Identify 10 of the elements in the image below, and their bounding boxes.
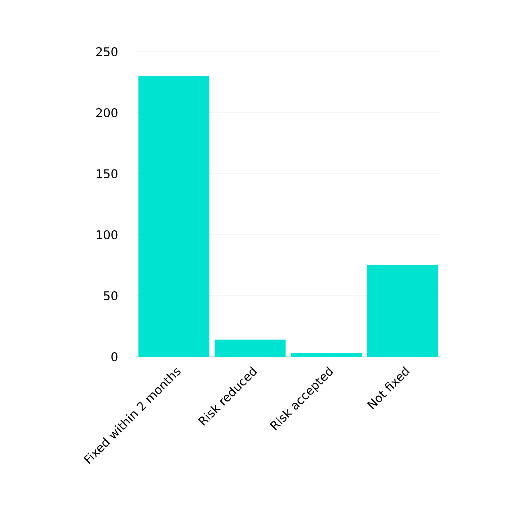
y-tick-label: 150 <box>96 169 118 179</box>
bar <box>291 353 362 357</box>
y-tick-label: 250 <box>96 47 118 57</box>
bar <box>214 340 286 357</box>
y-tick-label: 50 <box>104 291 118 301</box>
y-tick-label: 200 <box>96 108 118 118</box>
y-tick-label: 100 <box>96 230 118 240</box>
y-tick-label: 0 <box>112 352 118 362</box>
bar <box>138 76 210 357</box>
bar <box>367 266 438 357</box>
